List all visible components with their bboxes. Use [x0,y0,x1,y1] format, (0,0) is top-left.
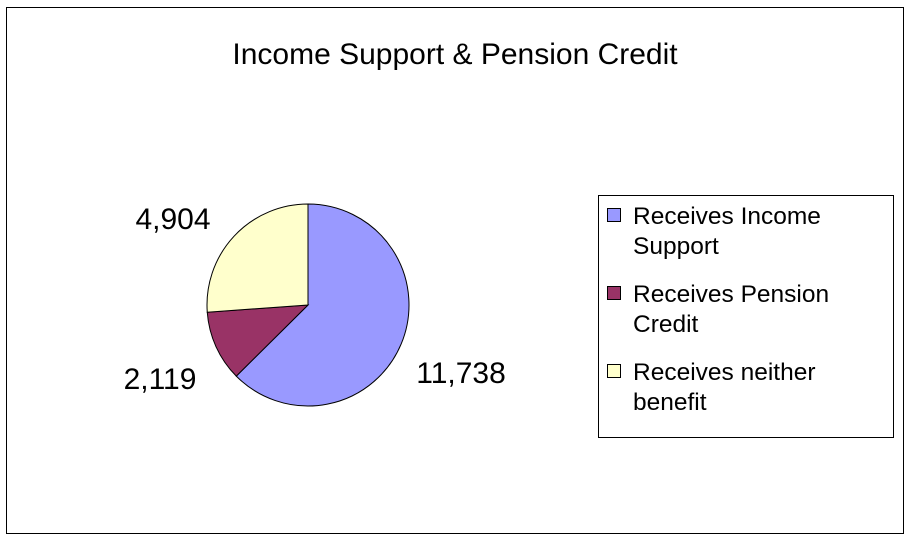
legend-label-neither: Receives neither benefit [633,359,816,416]
legend: Receives Income Support Receives Pension… [598,195,894,438]
legend-item-neither: Receives neither benefit [607,358,883,418]
slice-neither [206,203,309,313]
data-label-neither: 4,904 [135,203,210,236]
legend-swatch-neither [607,364,621,378]
legend-item-income-support: Receives Income Support [607,202,883,262]
legend-swatch-income-support [607,208,621,222]
legend-swatch-pension-credit [607,286,621,300]
data-label-pension-credit: 2,119 [124,363,197,396]
pie-slices [206,203,410,407]
legend-label-income-support: Receives Income Support [633,203,821,260]
slice-pension-credit [206,304,310,377]
legend-item-pension-credit: Receives Pension Credit [607,280,883,340]
chart-title: Income Support & Pension Credit [232,38,678,71]
data-label-income-support: 11,738 [416,357,506,390]
slice-income-support [235,203,410,407]
legend-label-pension-credit: Receives Pension Credit [633,281,830,338]
